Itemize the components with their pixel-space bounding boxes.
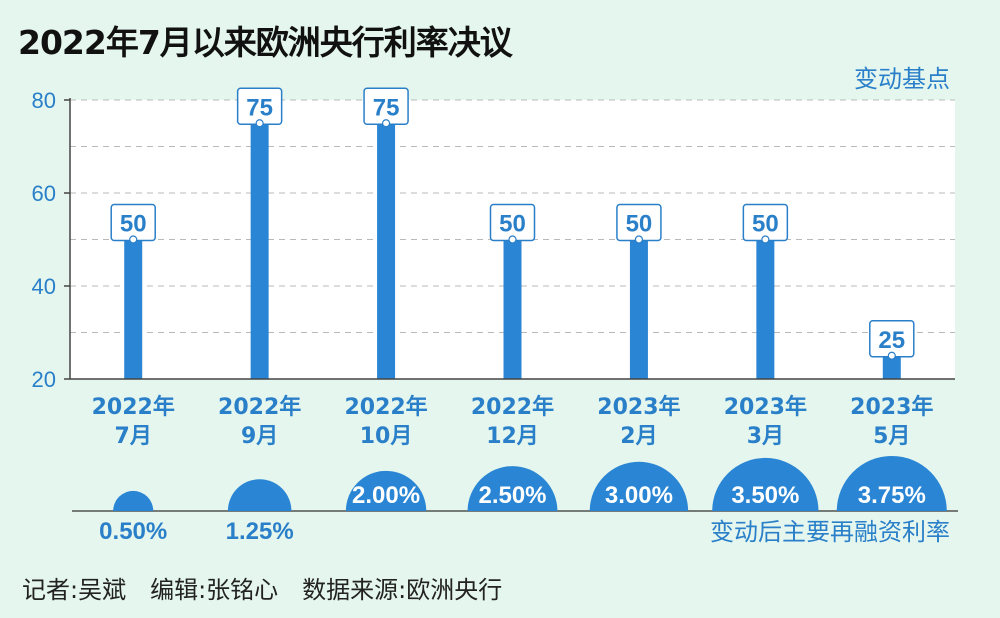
bar-value-label: 25 xyxy=(878,327,905,354)
bar-value-dot xyxy=(255,119,264,128)
bar-value-dot xyxy=(761,235,770,244)
rate-series-label: 变动后主要再融资利率 xyxy=(710,518,950,546)
x-tick-label: 2023年 2月 xyxy=(597,394,680,449)
x-tick-label: 2022年 10月 xyxy=(344,394,427,449)
x-tick-label: 2023年 3月 xyxy=(724,394,807,449)
rate-half-circle xyxy=(836,456,947,511)
y-tick-label: 80 xyxy=(32,88,56,113)
bar-value-label: 75 xyxy=(373,94,400,121)
bar xyxy=(250,123,269,379)
rate-value-label: 3.50% xyxy=(731,482,799,509)
x-tick-label: 2022年 9月 xyxy=(218,394,301,449)
rate-value-label: 0.50% xyxy=(99,518,167,545)
x-tick-label: 2022年 12月 xyxy=(471,394,554,449)
bar xyxy=(882,355,901,379)
bar-value-dot xyxy=(129,235,138,244)
rate-value-label: 3.75% xyxy=(858,482,926,509)
y-axis-unit-label: 变动基点 xyxy=(854,65,950,93)
bar-value-label: 75 xyxy=(246,94,273,121)
rate-half-circle xyxy=(345,470,427,511)
rate-value-label: 1.25% xyxy=(226,518,294,545)
rate-half-circle xyxy=(227,479,292,511)
bar-value-dot xyxy=(634,235,644,244)
credits-line: 记者:吴斌 编辑:张铭心 数据来源:欧洲央行 xyxy=(22,576,503,604)
x-tick-label: 2022年 7月 xyxy=(92,394,175,449)
rate-value-label: 2.00% xyxy=(352,482,420,509)
bar-value-dot xyxy=(381,119,391,128)
y-tick-label: 20 xyxy=(32,367,56,392)
bar xyxy=(629,239,648,379)
rate-value-label: 2.50% xyxy=(478,482,546,509)
bar-value-label: 50 xyxy=(752,211,779,238)
rate-half-circle xyxy=(467,466,558,511)
bar xyxy=(377,123,396,379)
bar-value-dot xyxy=(887,351,896,360)
chart-title: 2022年7月以来欧洲央行利率决议 xyxy=(18,23,513,62)
bar-value-dot xyxy=(508,235,517,244)
rate-half-circle xyxy=(712,457,819,511)
bar xyxy=(124,239,143,379)
bar xyxy=(503,239,522,379)
bar-value-label: 50 xyxy=(626,211,653,238)
x-tick-label: 2023年 5月 xyxy=(850,394,933,449)
rate-half-circle xyxy=(113,490,154,511)
bar-value-label: 50 xyxy=(499,211,526,238)
bar xyxy=(756,239,775,379)
bar-value-label: 50 xyxy=(120,211,147,238)
y-tick-label: 60 xyxy=(32,181,56,206)
rate-value-label: 3.00% xyxy=(605,482,673,509)
y-tick-label: 40 xyxy=(32,274,56,299)
rate-half-circle xyxy=(589,461,689,511)
